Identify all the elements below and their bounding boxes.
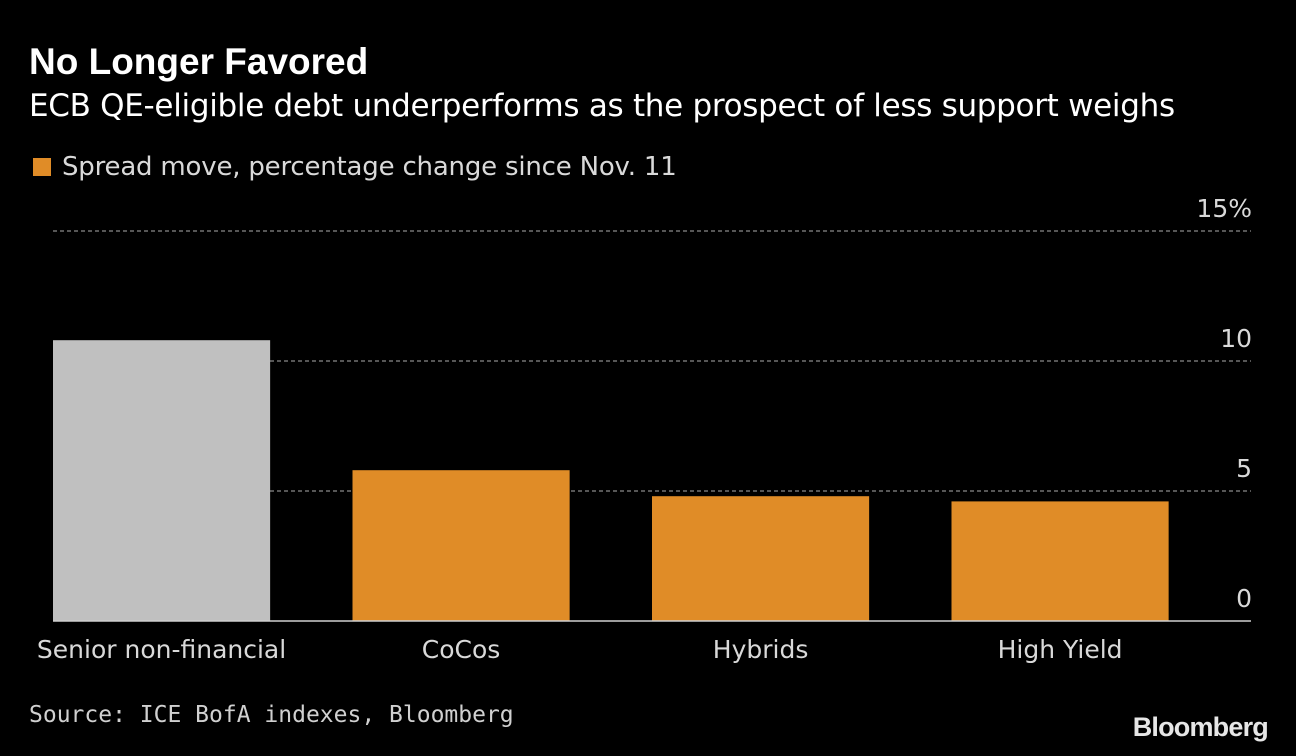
bloomberg-logo: Bloomberg — [1132, 712, 1269, 742]
x-tick-label-1: CoCos — [422, 635, 501, 664]
bar-hybrids — [652, 496, 870, 621]
bar-high-yield — [951, 501, 1169, 621]
x-tick-label-0: Senior non-financial — [37, 635, 286, 664]
source-note: Source: ICE BofA indexes, Bloomberg — [29, 702, 514, 728]
x-tick-label-3: High Yield — [998, 635, 1123, 664]
legend-label: Spread move, percentage change since Nov… — [62, 152, 677, 182]
chart-title: No Longer Favored — [29, 41, 369, 82]
chart-subtitle: ECB QE-eligible debt underperforms as th… — [29, 88, 1175, 124]
legend: Spread move, percentage change since Nov… — [33, 152, 677, 182]
y-tick-label-1: 5 — [1236, 454, 1252, 483]
y-tick-label-2: 10 — [1220, 324, 1252, 353]
y-tick-label-0: 0 — [1236, 584, 1252, 613]
bars-layer — [53, 340, 1169, 621]
bar-senior-non-financial — [53, 340, 271, 621]
y-tick-label-3: 15% — [1196, 194, 1252, 223]
x-tick-label-2: Hybrids — [713, 635, 809, 664]
bar-cocos — [352, 470, 570, 621]
axis-layer: 0 5 10 15% Senior non-financial CoCos Hybrids H… — [37, 194, 1252, 664]
legend-swatch — [33, 158, 51, 176]
